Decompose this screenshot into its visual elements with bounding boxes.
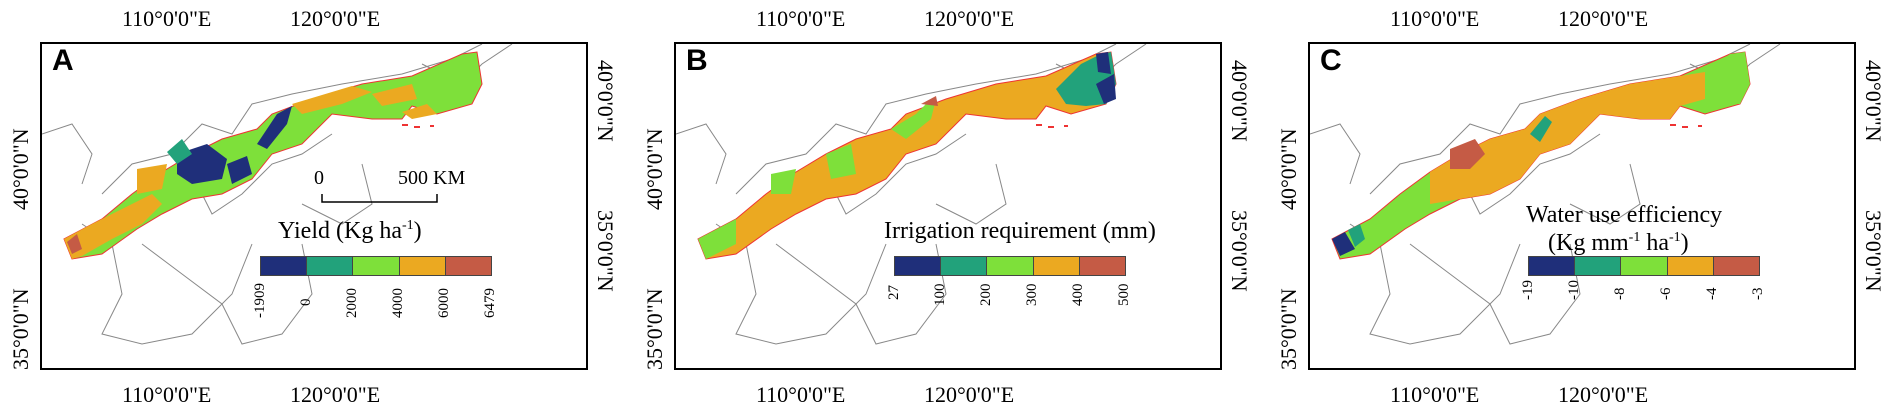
map-svg bbox=[42, 44, 513, 345]
lat-label-left-40: 40°0'0"N bbox=[8, 128, 33, 210]
lon-label-top-110: 110°0'0"E bbox=[756, 6, 846, 31]
legend-colorbar-a bbox=[260, 256, 492, 276]
legend-tick-c-0: -19 bbox=[1520, 280, 1536, 300]
scale-bar bbox=[321, 194, 438, 203]
lon-label-top-110: 110°0'0"E bbox=[1390, 6, 1480, 31]
lat-label-right-35: 35°0'0"N bbox=[1227, 210, 1252, 292]
legend-tick-b-2: 200 bbox=[978, 283, 994, 307]
legend-tick-c-1: -10 bbox=[1566, 280, 1582, 300]
legend-colorbar-b bbox=[894, 256, 1126, 276]
province-boundaries bbox=[1310, 44, 1781, 345]
legend-tick-b-3: 300 bbox=[1024, 283, 1040, 307]
legend-tick-c-4: -4 bbox=[1704, 287, 1720, 301]
legend-title-c-line1: Water use efficiency bbox=[1526, 202, 1723, 228]
legend-colorbar-c bbox=[1528, 256, 1760, 276]
legend-tick-a-2: 2000 bbox=[344, 288, 360, 318]
lon-label-bottom-120: 120°0'0"E bbox=[290, 382, 381, 407]
scale-bar-left: 0 bbox=[314, 167, 324, 189]
province-boundaries bbox=[42, 44, 513, 345]
lat-label-right-40: 40°0'0"N bbox=[1227, 60, 1252, 142]
lat-label-left-40: 40°0'0"N bbox=[1276, 128, 1301, 210]
legend-title-b: Irrigation requirement (mm) bbox=[884, 218, 1156, 244]
legend-tick-a-5: 6479 bbox=[482, 288, 498, 318]
map-svg bbox=[676, 44, 1147, 345]
legend-title-a: Yield (Kg ha-1) bbox=[278, 218, 422, 244]
legend-tick-a-1: 0 bbox=[298, 298, 314, 307]
scale-bar-right: 500 KM bbox=[398, 167, 466, 189]
map-frame bbox=[674, 42, 1222, 370]
map-panel-c: 110°0'0"E 120°0'0"E 110°0'0"E 120°0'0"E … bbox=[1268, 0, 1898, 416]
map-svg bbox=[1310, 44, 1781, 345]
lat-label-left-35: 35°0'0"N bbox=[8, 288, 33, 370]
map-frame: 0 500 KM bbox=[40, 42, 588, 370]
lat-label-right-40: 40°0'0"N bbox=[593, 60, 618, 142]
lon-label-bottom-120: 120°0'0"E bbox=[1558, 382, 1649, 407]
legend-tick-c-3: -6 bbox=[1658, 287, 1674, 301]
region-base-area bbox=[63, 51, 483, 260]
lon-label-top-120: 120°0'0"E bbox=[290, 6, 381, 31]
map-frame bbox=[1308, 42, 1856, 370]
panel-letter-a: A bbox=[52, 44, 74, 77]
province-boundaries bbox=[676, 44, 1147, 345]
panel-letter-b: B bbox=[686, 44, 708, 77]
lon-label-bottom-120: 120°0'0"E bbox=[924, 382, 1015, 407]
lon-label-top-120: 120°0'0"E bbox=[1558, 6, 1649, 31]
map-panel-a: 110°0'0"E 120°0'0"E 110°0'0"E 120°0'0"E … bbox=[0, 0, 630, 416]
legend-tick-b-0: 27 bbox=[886, 285, 902, 300]
legend-tick-a-3: 4000 bbox=[390, 288, 406, 318]
map-panel-b: 110°0'0"E 120°0'0"E 110°0'0"E 120°0'0"E … bbox=[634, 0, 1264, 416]
legend-tick-b-1: 100 bbox=[932, 283, 948, 307]
lat-label-right-35: 35°0'0"N bbox=[593, 210, 618, 292]
lon-label-top-120: 120°0'0"E bbox=[924, 6, 1015, 31]
lat-label-left-35: 35°0'0"N bbox=[642, 288, 667, 370]
lat-label-left-40: 40°0'0"N bbox=[642, 128, 667, 210]
lon-label-bottom-110: 110°0'0"E bbox=[756, 382, 846, 407]
legend-tick-b-4: 400 bbox=[1070, 283, 1086, 307]
panel-letter-c: C bbox=[1320, 44, 1342, 77]
legend-tick-b-5: 500 bbox=[1116, 283, 1132, 307]
region-base-area bbox=[697, 51, 1117, 260]
lat-label-left-35: 35°0'0"N bbox=[1276, 288, 1301, 370]
legend-tick-a-4: 6000 bbox=[436, 288, 452, 318]
legend-title-c-line2: (Kg mm-1 ha-1) bbox=[1548, 230, 1689, 256]
lon-label-bottom-110: 110°0'0"E bbox=[122, 382, 212, 407]
legend-tick-c-5: -3 bbox=[1750, 287, 1766, 301]
lon-label-bottom-110: 110°0'0"E bbox=[1390, 382, 1480, 407]
legend-tick-c-2: -8 bbox=[1612, 287, 1628, 301]
legend-tick-a-0: -1909 bbox=[252, 283, 268, 318]
lat-label-right-40: 40°0'0"N bbox=[1861, 60, 1886, 142]
lon-label-top-110: 110°0'0"E bbox=[122, 6, 212, 31]
lat-label-right-35: 35°0'0"N bbox=[1861, 210, 1886, 292]
